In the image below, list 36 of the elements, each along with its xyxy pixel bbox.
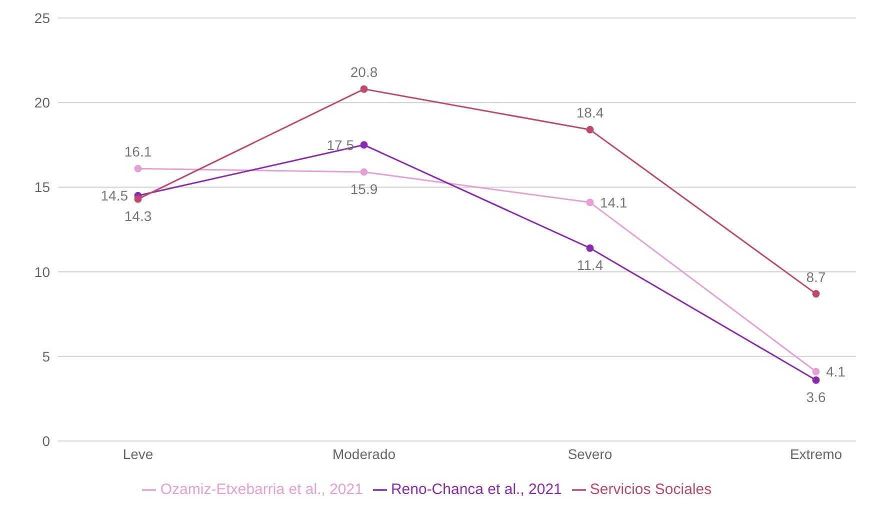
data-label: 3.6 <box>806 389 826 406</box>
x-tick-label: Leve <box>122 446 154 462</box>
y-tick-label: 25 <box>34 10 50 26</box>
data-label: 11.4 <box>576 257 604 274</box>
point <box>134 164 142 172</box>
data-label: 16.1 <box>124 144 152 160</box>
data-label: 20.8 <box>350 64 378 80</box>
y-tick-label: 5 <box>42 348 50 364</box>
data-label: 14.3 <box>124 208 152 224</box>
y-tick-label: 20 <box>34 94 50 111</box>
x-tick-label: Extremo <box>790 446 842 462</box>
point <box>812 290 820 298</box>
point <box>586 198 594 206</box>
y-tick-label: 15 <box>34 179 50 196</box>
legend-label: Reno-Chanca et al., 2021 <box>390 481 562 498</box>
point <box>812 376 820 384</box>
x-tick-label: Moderado <box>332 446 396 462</box>
point <box>812 368 820 376</box>
y-tick-label: 10 <box>34 264 50 280</box>
data-label: 8.7 <box>806 268 826 285</box>
point <box>586 244 594 252</box>
legend-label: Ozamiz-Etxebarria et al., 2021 <box>160 481 363 498</box>
data-label: 4.1 <box>826 364 846 380</box>
data-label: 18.4 <box>576 104 604 121</box>
point <box>360 168 368 176</box>
data-label: 15.9 <box>350 180 378 197</box>
data-label: 14.1 <box>600 194 628 210</box>
point <box>586 126 594 134</box>
point <box>360 141 368 149</box>
x-tick-label: Severo <box>568 446 612 462</box>
legend-label: Servicios Sociales <box>590 481 712 498</box>
point <box>134 195 142 203</box>
data-label: 14.5 <box>100 188 128 204</box>
y-tick-label: 0 <box>42 432 50 449</box>
point <box>360 85 368 93</box>
data-label: 17.5 <box>326 136 354 153</box>
